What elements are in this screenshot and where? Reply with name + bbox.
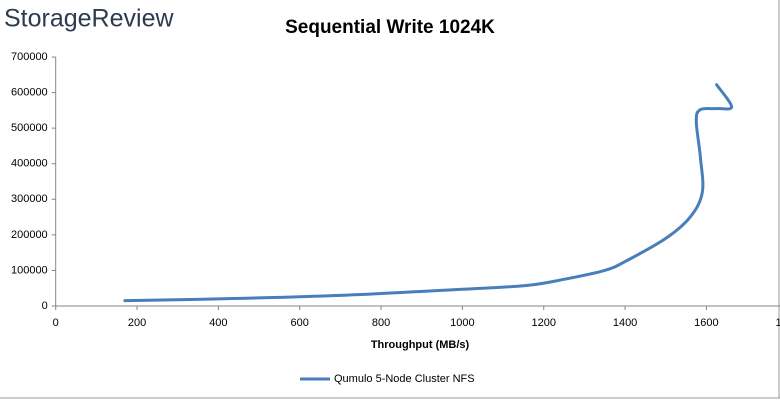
chart-title: Sequential Write 1024K [285, 17, 495, 38]
x-tick-label: 1400 [613, 317, 637, 329]
series-line [123, 83, 734, 303]
legend-label: Qumulo 5-Node Cluster NFS [334, 373, 475, 385]
x-tick-label: 1600 [694, 317, 718, 329]
y-tick-label: 100000 [11, 264, 48, 276]
x-tick-label: 200 [128, 317, 146, 329]
y-tick-label: 200000 [11, 229, 48, 241]
x-tick-label: 1200 [531, 317, 555, 329]
y-tick-label: 0 [42, 300, 48, 312]
x-tick-label: 600 [291, 317, 309, 329]
y-tick-label: 400000 [11, 158, 48, 170]
x-tick-label: 400 [209, 317, 227, 329]
x-tick-label: 1800 [776, 317, 780, 329]
y-tick-label: 700000 [11, 51, 48, 63]
x-tick-label: 800 [372, 317, 390, 329]
x-tick-label: 0 [53, 317, 59, 329]
x-tick-label: 1000 [450, 317, 474, 329]
x-axis-label: Throughput (MB/s) [371, 339, 470, 351]
y-tick-label: 500000 [11, 122, 48, 134]
y-tick-label: 300000 [11, 193, 48, 205]
y-tick-label: 600000 [11, 86, 48, 98]
brand-logo: StorageReview [4, 5, 174, 33]
